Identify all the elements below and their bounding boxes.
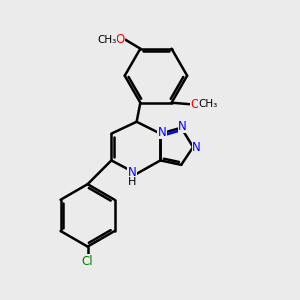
- Text: O: O: [116, 33, 125, 46]
- Text: N: N: [128, 166, 136, 179]
- Text: CH₃: CH₃: [98, 35, 117, 45]
- Text: Cl: Cl: [82, 255, 93, 268]
- Text: O: O: [191, 98, 200, 111]
- Text: N: N: [178, 120, 187, 133]
- Text: N: N: [192, 140, 201, 154]
- Text: H: H: [128, 177, 136, 187]
- Text: N: N: [158, 126, 166, 139]
- Text: CH₃: CH₃: [199, 99, 218, 109]
